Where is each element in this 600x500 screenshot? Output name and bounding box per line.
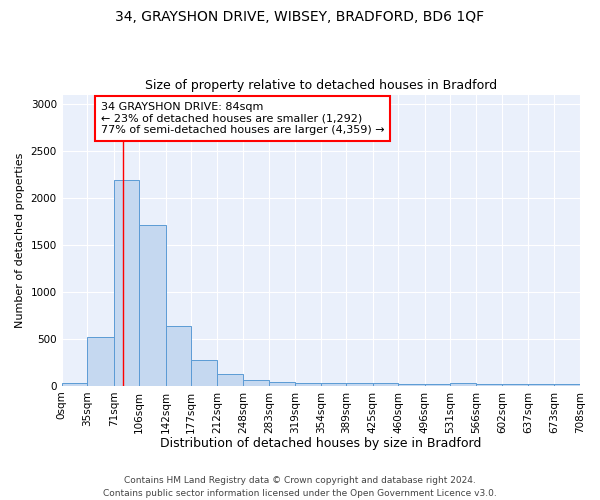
Bar [217, 374, 243, 386]
Bar [191, 360, 217, 386]
Bar [502, 384, 528, 386]
Bar [451, 383, 476, 386]
Bar [321, 384, 346, 386]
Bar [139, 225, 166, 386]
Bar [269, 382, 295, 386]
Bar [554, 384, 580, 386]
Bar [528, 384, 554, 386]
Bar [476, 384, 502, 386]
Text: 34, GRAYSHON DRIVE, WIBSEY, BRADFORD, BD6 1QF: 34, GRAYSHON DRIVE, WIBSEY, BRADFORD, BD… [115, 10, 485, 24]
Bar [87, 337, 113, 386]
Bar [425, 384, 451, 386]
X-axis label: Distribution of detached houses by size in Bradford: Distribution of detached houses by size … [160, 437, 482, 450]
Title: Size of property relative to detached houses in Bradford: Size of property relative to detached ho… [145, 79, 497, 92]
Bar [113, 180, 139, 386]
Y-axis label: Number of detached properties: Number of detached properties [15, 152, 25, 328]
Bar [398, 384, 425, 386]
Text: Contains HM Land Registry data © Crown copyright and database right 2024.
Contai: Contains HM Land Registry data © Crown c… [103, 476, 497, 498]
Bar [346, 383, 373, 386]
Bar [373, 384, 398, 386]
Bar [243, 380, 269, 386]
Bar [295, 383, 321, 386]
Text: 34 GRAYSHON DRIVE: 84sqm
← 23% of detached houses are smaller (1,292)
77% of sem: 34 GRAYSHON DRIVE: 84sqm ← 23% of detach… [101, 102, 384, 135]
Bar [62, 383, 87, 386]
Bar [166, 326, 191, 386]
